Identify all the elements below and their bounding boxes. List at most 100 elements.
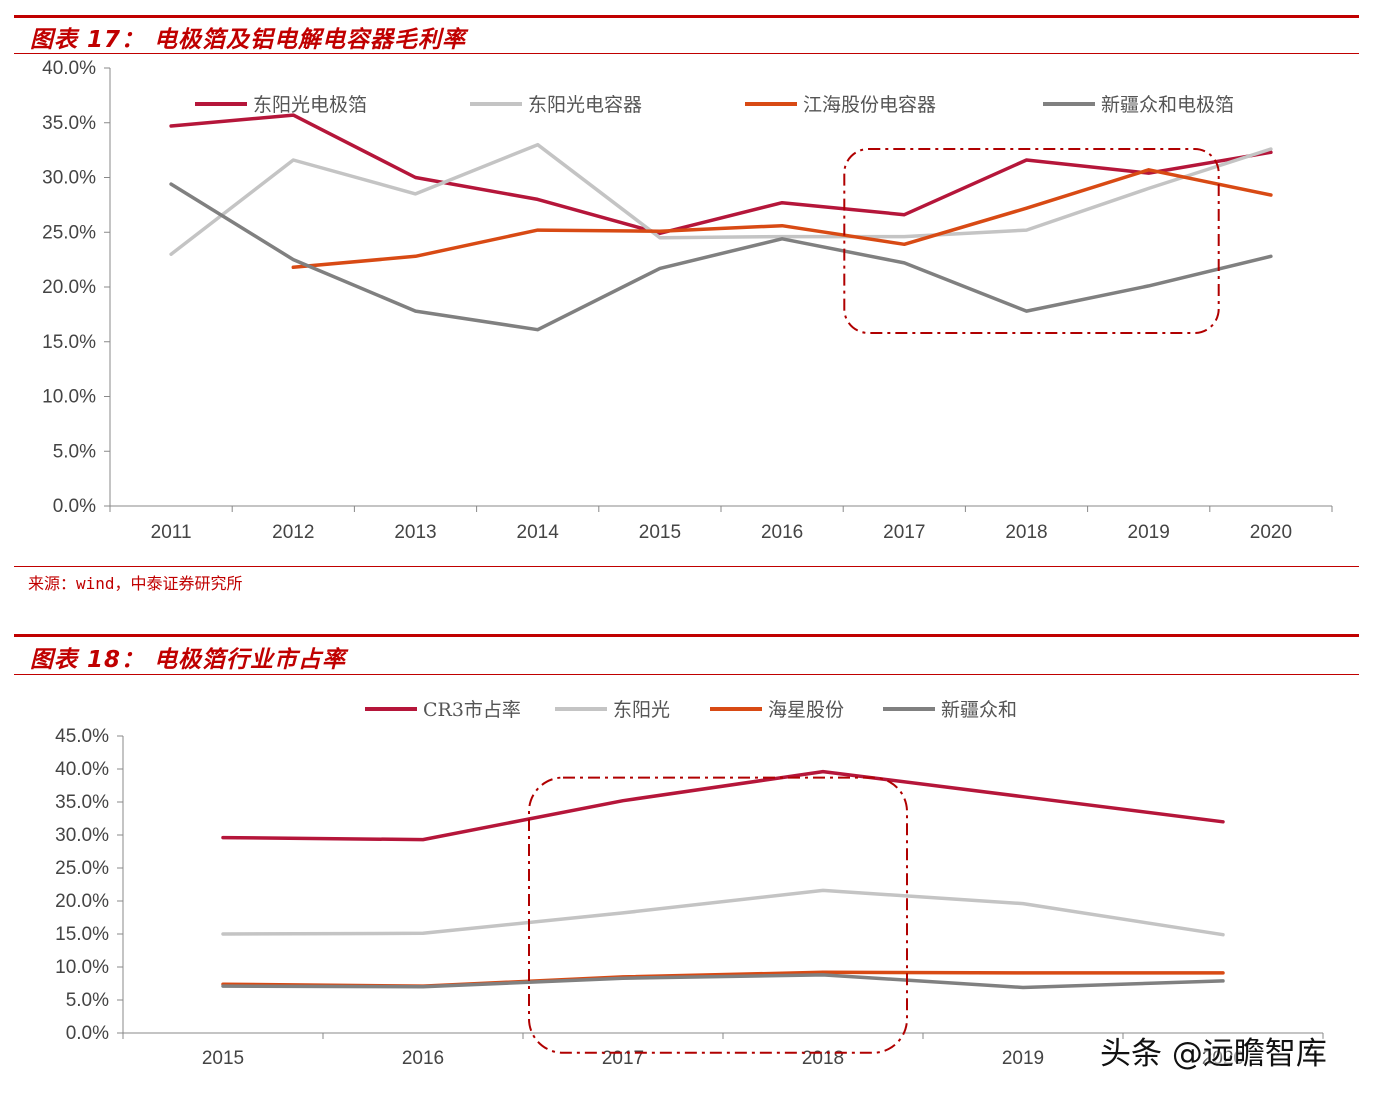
y-tick-label: 20.0% bbox=[55, 891, 109, 912]
y-tick-label: 15.0% bbox=[55, 924, 109, 945]
legend-label: 东阳光 bbox=[613, 699, 670, 721]
data-point bbox=[903, 261, 906, 265]
data-point bbox=[1269, 193, 1273, 197]
y-tick-label: 25.0% bbox=[42, 222, 96, 243]
series-line-3 bbox=[221, 970, 1225, 988]
data-point bbox=[1269, 255, 1273, 258]
series-line-1 bbox=[221, 769, 1225, 842]
y-tick-label: 5.0% bbox=[66, 990, 109, 1011]
data-point bbox=[169, 182, 173, 186]
legend-label: CR3市占率 bbox=[423, 699, 521, 721]
y-tick-label: 35.0% bbox=[42, 113, 96, 134]
y-tick-label: 45.0% bbox=[55, 726, 109, 747]
series-line-2 bbox=[221, 888, 1225, 937]
legend-label: 江海股份电容器 bbox=[803, 94, 936, 116]
data-point bbox=[658, 229, 662, 233]
y-tick-label: 25.0% bbox=[55, 858, 109, 879]
series-line-1 bbox=[169, 113, 1273, 236]
data-point bbox=[1021, 971, 1025, 975]
data-point bbox=[414, 176, 417, 179]
y-tick-label: 0.0% bbox=[53, 496, 96, 517]
data-point bbox=[1221, 933, 1225, 936]
x-tick-label: 2014 bbox=[517, 522, 560, 543]
y-tick-label: 40.0% bbox=[42, 58, 96, 79]
data-point bbox=[821, 973, 825, 977]
data-point bbox=[292, 113, 295, 117]
data-point bbox=[658, 267, 662, 270]
data-point bbox=[1221, 971, 1225, 975]
x-tick-label: 2017 bbox=[883, 522, 925, 543]
x-tick-label: 2013 bbox=[394, 522, 436, 543]
data-point bbox=[1221, 979, 1225, 983]
legend-label: 东阳光电极箔 bbox=[253, 94, 367, 116]
y-tick-label: 20.0% bbox=[42, 277, 96, 298]
data-point bbox=[536, 198, 539, 201]
x-tick-label: 2015 bbox=[202, 1048, 244, 1069]
figure-17-top-rule bbox=[14, 15, 1359, 18]
x-tick-label: 2018 bbox=[1005, 522, 1047, 543]
figure-17-bottom-rule bbox=[14, 566, 1359, 567]
data-point bbox=[780, 237, 784, 241]
data-point bbox=[414, 255, 417, 258]
data-point bbox=[1147, 168, 1150, 172]
data-point bbox=[536, 328, 539, 331]
data-point bbox=[536, 228, 539, 232]
data-point bbox=[169, 124, 173, 128]
data-point bbox=[621, 799, 625, 802]
x-tick-label: 2018 bbox=[802, 1048, 844, 1069]
data-point bbox=[621, 977, 625, 980]
x-tick-label: 2019 bbox=[1002, 1048, 1044, 1069]
data-point bbox=[536, 143, 539, 146]
data-point bbox=[169, 252, 173, 256]
data-point bbox=[903, 213, 906, 216]
data-point bbox=[1025, 158, 1028, 162]
y-tick-label: 30.0% bbox=[55, 825, 109, 846]
data-point bbox=[903, 235, 906, 238]
gross-margin-line-chart: 0.0% 5.0% 10.0% 15.0% 20.0% 25.0% 30.0% 35.0% 40… bbox=[42, 58, 1333, 543]
x-tick-label: 2011 bbox=[151, 522, 192, 543]
data-point bbox=[1269, 147, 1273, 151]
data-point bbox=[221, 932, 225, 936]
data-point bbox=[1221, 820, 1225, 823]
data-point bbox=[421, 838, 425, 841]
y-tick-label: 40.0% bbox=[55, 759, 109, 780]
legend-label: 新疆众和电极箔 bbox=[1101, 94, 1234, 116]
data-point bbox=[292, 158, 295, 162]
data-point bbox=[903, 243, 906, 246]
data-point bbox=[1147, 284, 1150, 288]
data-point bbox=[1025, 309, 1028, 313]
data-point bbox=[414, 192, 417, 196]
series-line-2 bbox=[169, 142, 1273, 256]
figure-17-title-rule bbox=[14, 53, 1359, 54]
data-point bbox=[1147, 187, 1150, 190]
data-point bbox=[1269, 151, 1273, 154]
highlight-box bbox=[843, 148, 1220, 334]
x-tick-label: 2020 bbox=[1250, 522, 1292, 543]
data-point bbox=[1021, 986, 1025, 989]
data-point bbox=[780, 224, 784, 227]
y-tick-label: 35.0% bbox=[55, 792, 109, 813]
figure-18-top-rule bbox=[14, 634, 1359, 637]
x-tick-label: 2012 bbox=[272, 522, 314, 543]
figure-17-source: 来源：wind，中泰证券研究所 bbox=[28, 574, 243, 593]
series-line-4 bbox=[221, 973, 1225, 990]
legend-label: 东阳光电容器 bbox=[528, 94, 642, 116]
series-line-4 bbox=[169, 182, 1273, 332]
data-point bbox=[821, 971, 825, 974]
data-point bbox=[621, 911, 625, 915]
data-point bbox=[1025, 228, 1028, 232]
data-point bbox=[221, 984, 225, 988]
x-tick-label: 2015 bbox=[639, 522, 681, 543]
data-point bbox=[1147, 171, 1150, 175]
legend-label: 海星股份 bbox=[768, 699, 844, 721]
data-point bbox=[421, 932, 425, 935]
data-point bbox=[1021, 902, 1025, 905]
watermark: 头条 @远瞻智库 bbox=[1100, 1036, 1327, 1072]
data-point bbox=[821, 770, 825, 773]
y-tick-label: 5.0% bbox=[53, 441, 96, 462]
figure-18-title: 图表 18： 电极箔行业市占率 bbox=[30, 647, 347, 673]
figure-18-title-rule bbox=[14, 674, 1359, 675]
data-point bbox=[821, 889, 825, 892]
x-tick-label: 2019 bbox=[1128, 522, 1170, 543]
